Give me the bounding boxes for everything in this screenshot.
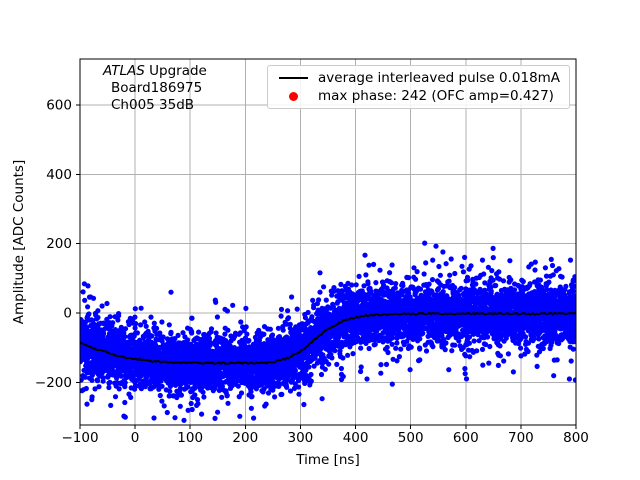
annotation-line-2: Board186975 xyxy=(111,80,203,96)
legend-label-average-pulse: average interleaved pulse 0.018mA xyxy=(318,70,561,86)
y-axis-label: Amplitude [ADC Counts] xyxy=(11,159,27,325)
legend-sample-area xyxy=(274,76,312,80)
legend-entry-average-pulse: average interleaved pulse 0.018mA xyxy=(274,69,563,87)
annotation-line-3: Ch005 35dB xyxy=(111,97,195,113)
legend-line-sample xyxy=(278,76,308,80)
x-axis-label: Time [ns] xyxy=(296,452,360,468)
plot-annotation: ATLAS Upgrade Board186975 Ch005 35dB xyxy=(103,63,207,114)
legend: average interleaved pulse 0.018mA max ph… xyxy=(267,65,570,109)
legend-entry-max-phase: max phase: 242 (OFC amp=0.427) xyxy=(274,87,563,105)
legend-sample-area xyxy=(274,91,312,101)
annotation-line-1: ATLAS Upgrade xyxy=(103,63,207,80)
annotation-upgrade: Upgrade xyxy=(144,63,207,79)
legend-red-dot-icon xyxy=(288,91,298,101)
annotation-experiment: ATLAS xyxy=(103,63,145,79)
legend-label-max-phase: max phase: 242 (OFC amp=0.427) xyxy=(318,88,554,104)
